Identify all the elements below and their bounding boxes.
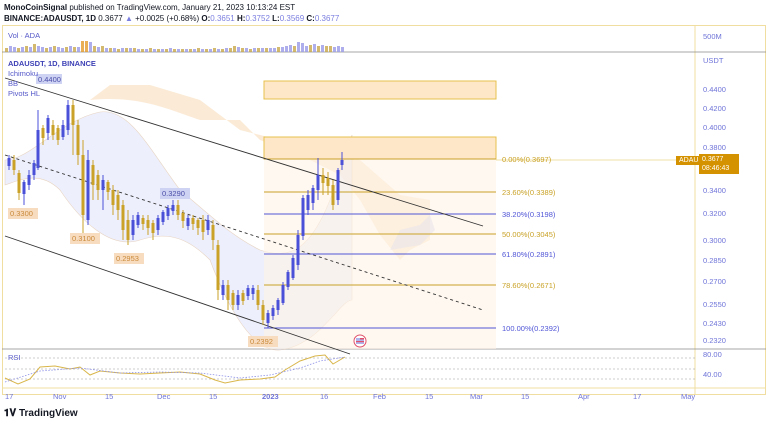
time-tick: 16: [320, 392, 328, 401]
indicator-ichimoku[interactable]: Ichimoku: [8, 69, 39, 78]
author-name: MonoCoinSignal: [4, 3, 68, 12]
price-axis: 500M USDT 0.4400 0.4200 0.4000 0.3800 0.…: [703, 32, 726, 379]
fib-label: 78.60%(0.2671): [502, 281, 556, 290]
fib-labels: 0.00%(0.3697) 23.60%(0.3389) 38.20%(0.31…: [502, 155, 560, 333]
open-value: 0.3651: [210, 14, 235, 23]
price-tick: 0.4000: [703, 123, 726, 132]
chart-legend-title: ADAUSDT, 1D, BINANCE: [8, 59, 96, 68]
tradingview-logo[interactable]: 𝟏𝐕 TradingView: [4, 408, 78, 419]
currency-label: USDT: [703, 56, 724, 65]
candlesticks: [7, 100, 344, 328]
volume-axis-label: 500M: [703, 32, 722, 41]
pivot-low-label: 0.3100: [72, 234, 95, 243]
resistance-zone-upper: [263, 80, 497, 100]
close-label: C:: [306, 14, 315, 23]
time-tick: 15: [209, 392, 217, 401]
close-value: 0.3677: [314, 14, 340, 23]
us-flag-icon: [353, 334, 367, 348]
price-tick: 0.3800: [703, 143, 726, 152]
chart-frame: [2, 25, 766, 395]
time-tick: 15: [105, 392, 113, 401]
symbol-info: BINANCE:ADAUSDT, 1D 0.3677 ▲ +0.0025 (+0…: [4, 14, 339, 23]
time-tick: May: [681, 392, 695, 401]
price-tick: 0.2430: [703, 319, 726, 328]
fib-label: 0.00%(0.3697): [502, 155, 552, 164]
rsi-tick: 80.00: [703, 350, 722, 359]
fib-label: 38.20%(0.3198): [502, 210, 556, 219]
price-tick: 0.3200: [703, 209, 726, 218]
published-text: published on TradingView.com, January 21…: [69, 3, 296, 12]
price-tick: 0.2700: [703, 277, 726, 286]
time-tick: 15: [425, 392, 433, 401]
price-tick: 0.4400: [703, 85, 726, 94]
last-price: 0.3677: [98, 14, 123, 23]
time-tick: 17: [633, 392, 641, 401]
indicator-rsi[interactable]: RSI: [8, 353, 21, 362]
fibonacci-retracement: [264, 158, 496, 349]
high-label: H:: [236, 14, 246, 23]
pivot-high-label: 0.4400: [38, 75, 61, 84]
fib-label: 23.60%(0.3389): [502, 188, 556, 197]
high-value: 0.3752: [245, 14, 270, 23]
indicator-pivots-hl[interactable]: Pivots HL: [8, 89, 41, 98]
pivot-high-label: 0.3290: [162, 189, 185, 198]
up-arrow-icon: ▲: [124, 14, 133, 23]
pivot-low-label: 0.3300: [10, 209, 33, 218]
time-tick: Dec: [157, 392, 171, 401]
low-value: 0.3569: [279, 14, 305, 23]
pivot-low-label: 0.2953: [116, 254, 139, 263]
price-tick: 0.2320: [703, 336, 726, 345]
channel-lower-line: [4, 235, 351, 355]
volume-bars: [5, 41, 344, 52]
volume-legend[interactable]: Vol · ADA: [8, 31, 41, 40]
time-axis: 17 Nov 15 Dec 15 2023 16 Feb 15 Mar 15 A…: [5, 392, 695, 401]
resistance-zone-lower: [263, 136, 497, 160]
rsi-tick: 40.00: [703, 370, 722, 379]
indicator-bb[interactable]: BB: [8, 79, 19, 88]
channel-upper-line: [4, 77, 484, 227]
price-tick: 0.4200: [703, 104, 726, 113]
fib-label: 61.80%(0.2891): [502, 250, 556, 259]
price-tick: 0.3400: [703, 186, 726, 195]
price-change: +0.0025 (+0.68%): [135, 14, 200, 23]
rsi-panel: [4, 354, 695, 385]
current-price-tag: 0.3677 08:46:43: [699, 154, 739, 174]
tradingview-logo-icon: 𝟏𝐕: [4, 408, 19, 419]
symbol-price-tag: ADAUSDT: [676, 156, 716, 165]
time-tick: Nov: [53, 392, 67, 401]
time-tick: Apr: [578, 392, 590, 401]
fib-label: 50.00%(0.3045): [502, 230, 556, 239]
low-label: L:: [272, 14, 280, 23]
time-tick: 2023: [262, 392, 279, 401]
pivot-low-label: 0.2392: [250, 337, 273, 346]
time-tick: Feb: [373, 392, 386, 401]
time-tick: Mar: [470, 392, 483, 401]
price-tick: 0.2550: [703, 300, 726, 309]
fib-label: 100.00%(0.2392): [502, 324, 560, 333]
price-tick: 0.2850: [703, 256, 726, 265]
bar-countdown: 08:46:43: [702, 165, 730, 172]
pivot-labels: [8, 74, 278, 347]
price-tick: 0.3000: [703, 236, 726, 245]
current-price: 0.3677: [702, 156, 724, 163]
time-tick: 17: [5, 392, 13, 401]
symbol-name: BINANCE:ADAUSDT, 1D: [4, 14, 97, 23]
tradingview-logo-text: TradingView: [18, 408, 78, 419]
time-tick: 15: [521, 392, 529, 401]
publish-info: MonoCoinSignal published on TradingView.…: [4, 3, 295, 12]
open-label: O:: [201, 14, 211, 23]
